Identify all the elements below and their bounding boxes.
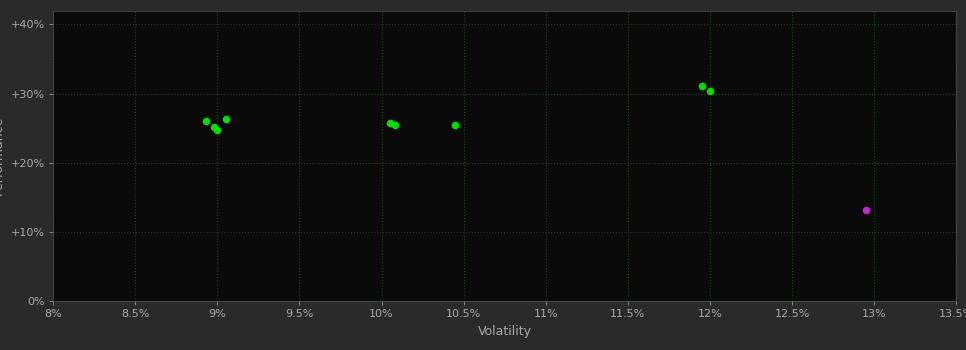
Point bbox=[198, 118, 213, 124]
Point bbox=[694, 83, 709, 89]
X-axis label: Volatility: Volatility bbox=[478, 325, 531, 338]
Point bbox=[859, 207, 874, 212]
Y-axis label: Performance: Performance bbox=[0, 116, 5, 195]
Point bbox=[448, 122, 464, 128]
Point bbox=[387, 122, 403, 128]
Point bbox=[702, 89, 718, 94]
Point bbox=[218, 116, 234, 122]
Point bbox=[383, 120, 398, 126]
Point bbox=[210, 127, 225, 133]
Point bbox=[207, 124, 222, 130]
